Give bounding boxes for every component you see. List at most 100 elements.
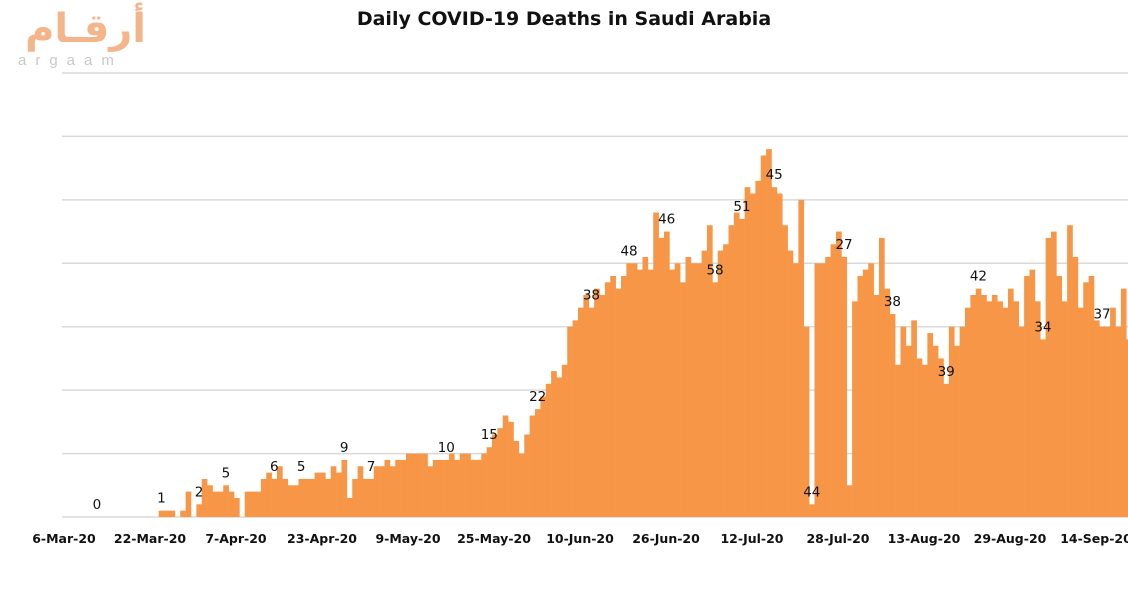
bar xyxy=(330,466,337,517)
x-tick-label: 25-May-20 xyxy=(457,531,531,546)
bar xyxy=(604,282,611,517)
bar xyxy=(997,301,1003,517)
bar xyxy=(744,187,751,517)
bar xyxy=(287,485,294,517)
data-label: 34 xyxy=(1034,319,1051,335)
bar xyxy=(180,510,186,517)
x-tick-label: 26-Jun-20 xyxy=(632,531,700,546)
bar xyxy=(373,466,380,517)
bar xyxy=(271,478,278,517)
data-label: 58 xyxy=(706,262,723,278)
bar xyxy=(1034,301,1041,517)
bar xyxy=(443,459,450,517)
bar xyxy=(793,263,799,517)
bar xyxy=(497,428,504,517)
bar xyxy=(707,225,713,517)
bar xyxy=(626,263,633,517)
bar xyxy=(690,263,697,517)
bar xyxy=(309,478,315,517)
bar xyxy=(207,485,213,517)
x-tick-label: 13-Aug-20 xyxy=(888,531,961,546)
bar xyxy=(1051,231,1057,518)
bar xyxy=(1013,301,1020,517)
bar xyxy=(1083,282,1089,517)
data-label: 0 xyxy=(93,497,102,513)
bar xyxy=(868,263,874,517)
x-axis-ticks: 6-Mar-20 22-Mar-20 7-Apr-20 23-Apr-20 9-May-… xyxy=(32,531,1128,546)
bar xyxy=(185,491,192,517)
bar xyxy=(836,231,842,518)
bar xyxy=(346,497,353,517)
bar xyxy=(545,383,552,517)
data-label: 45 xyxy=(766,167,783,183)
bar xyxy=(728,225,735,517)
bar xyxy=(938,358,944,517)
bar xyxy=(809,504,815,517)
bar xyxy=(733,212,740,518)
bar xyxy=(1018,326,1025,517)
bar xyxy=(932,345,939,517)
bar xyxy=(911,320,917,517)
bar xyxy=(481,453,487,517)
bar xyxy=(379,466,385,517)
bar xyxy=(250,491,256,517)
bar xyxy=(223,485,229,517)
bar xyxy=(475,459,482,517)
x-tick-label: 28-Jul-20 xyxy=(806,531,869,546)
bar xyxy=(750,193,756,517)
bar xyxy=(825,256,831,517)
bar xyxy=(572,320,579,517)
bar xyxy=(862,269,869,517)
bar xyxy=(303,478,310,517)
bar xyxy=(771,187,778,517)
bar xyxy=(449,453,455,517)
bar xyxy=(416,453,423,517)
bar xyxy=(1120,288,1127,517)
bar xyxy=(513,440,520,517)
bar xyxy=(422,453,428,517)
bar xyxy=(341,459,348,517)
bar xyxy=(578,307,584,517)
bar xyxy=(895,364,901,517)
chart-title: Daily COVID-19 Deaths in Saudi Arabia xyxy=(356,8,772,30)
bar xyxy=(1094,320,1100,517)
bar xyxy=(970,295,977,517)
bar xyxy=(717,250,724,517)
bar xyxy=(879,237,885,517)
bar xyxy=(739,218,745,517)
bar xyxy=(561,364,568,517)
bar xyxy=(588,307,595,517)
bar xyxy=(760,155,767,517)
bar xyxy=(991,295,998,517)
bar xyxy=(712,282,719,517)
data-label: 37 xyxy=(1093,307,1110,323)
bar xyxy=(857,275,864,517)
bar xyxy=(260,478,267,517)
bar xyxy=(1040,339,1046,517)
bar xyxy=(217,491,224,517)
bar xyxy=(599,295,606,517)
argaam-logo: أرقـام argaam xyxy=(4,6,144,69)
bar xyxy=(384,459,391,517)
bar xyxy=(459,453,466,517)
bar xyxy=(959,326,966,517)
bar xyxy=(352,478,358,517)
data-label: 38 xyxy=(884,294,901,310)
bar xyxy=(986,301,993,517)
bar xyxy=(647,269,654,517)
bar xyxy=(701,250,708,517)
bar xyxy=(653,212,659,518)
data-label: 27 xyxy=(835,237,852,253)
bar xyxy=(336,472,342,517)
bar xyxy=(567,326,573,517)
bar xyxy=(981,295,987,517)
bar xyxy=(658,237,665,517)
data-label: 2 xyxy=(195,484,204,500)
data-label: 10 xyxy=(438,440,455,456)
bar xyxy=(1008,288,1014,517)
bar xyxy=(234,497,240,517)
bar xyxy=(889,314,896,517)
bar xyxy=(535,409,541,517)
data-label: 22 xyxy=(529,389,546,405)
